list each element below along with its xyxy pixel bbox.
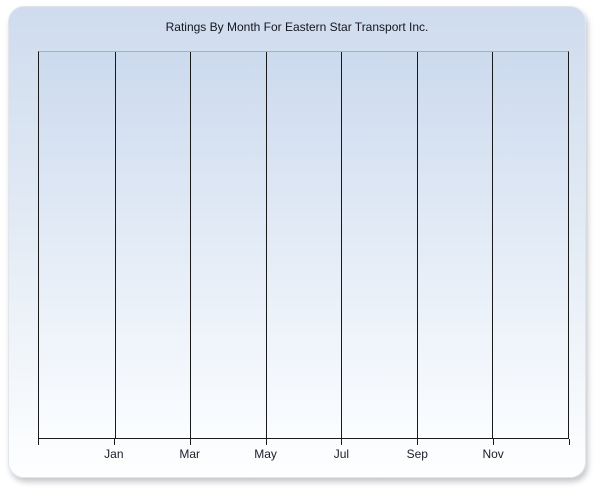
x-axis-tick (265, 439, 267, 445)
vertical-gridline (114, 52, 116, 438)
vertical-gridline (190, 52, 192, 438)
x-axis-tick (38, 439, 39, 445)
x-axis-ticks (38, 439, 570, 445)
x-axis-tick (113, 439, 115, 445)
vertical-gridline (492, 52, 494, 438)
x-axis-tick (189, 439, 191, 445)
x-axis-tick (493, 439, 495, 445)
x-axis-labels: Jan Mar May Jul Sep Nov (38, 447, 569, 463)
chart-panel: Ratings By Month For Eastern Star Transp… (8, 6, 586, 478)
x-axis-tick-label: Jul (333, 447, 350, 461)
x-axis-tick-label: Mar (179, 447, 201, 461)
plot-area (38, 51, 569, 439)
chart-title: Ratings By Month For Eastern Star Transp… (165, 20, 429, 34)
x-axis-tick (417, 439, 419, 445)
x-axis-tick-label: Nov (482, 447, 504, 461)
x-axis-tick-label: Jan (104, 447, 124, 461)
x-axis-tick-label: Sep (406, 447, 428, 461)
vertical-gridline (341, 52, 343, 438)
vertical-gridline (416, 52, 418, 438)
x-axis-tick (341, 439, 343, 445)
x-axis-tick (569, 439, 570, 445)
vertical-gridline (265, 52, 267, 438)
x-axis-tick-label: May (254, 447, 277, 461)
